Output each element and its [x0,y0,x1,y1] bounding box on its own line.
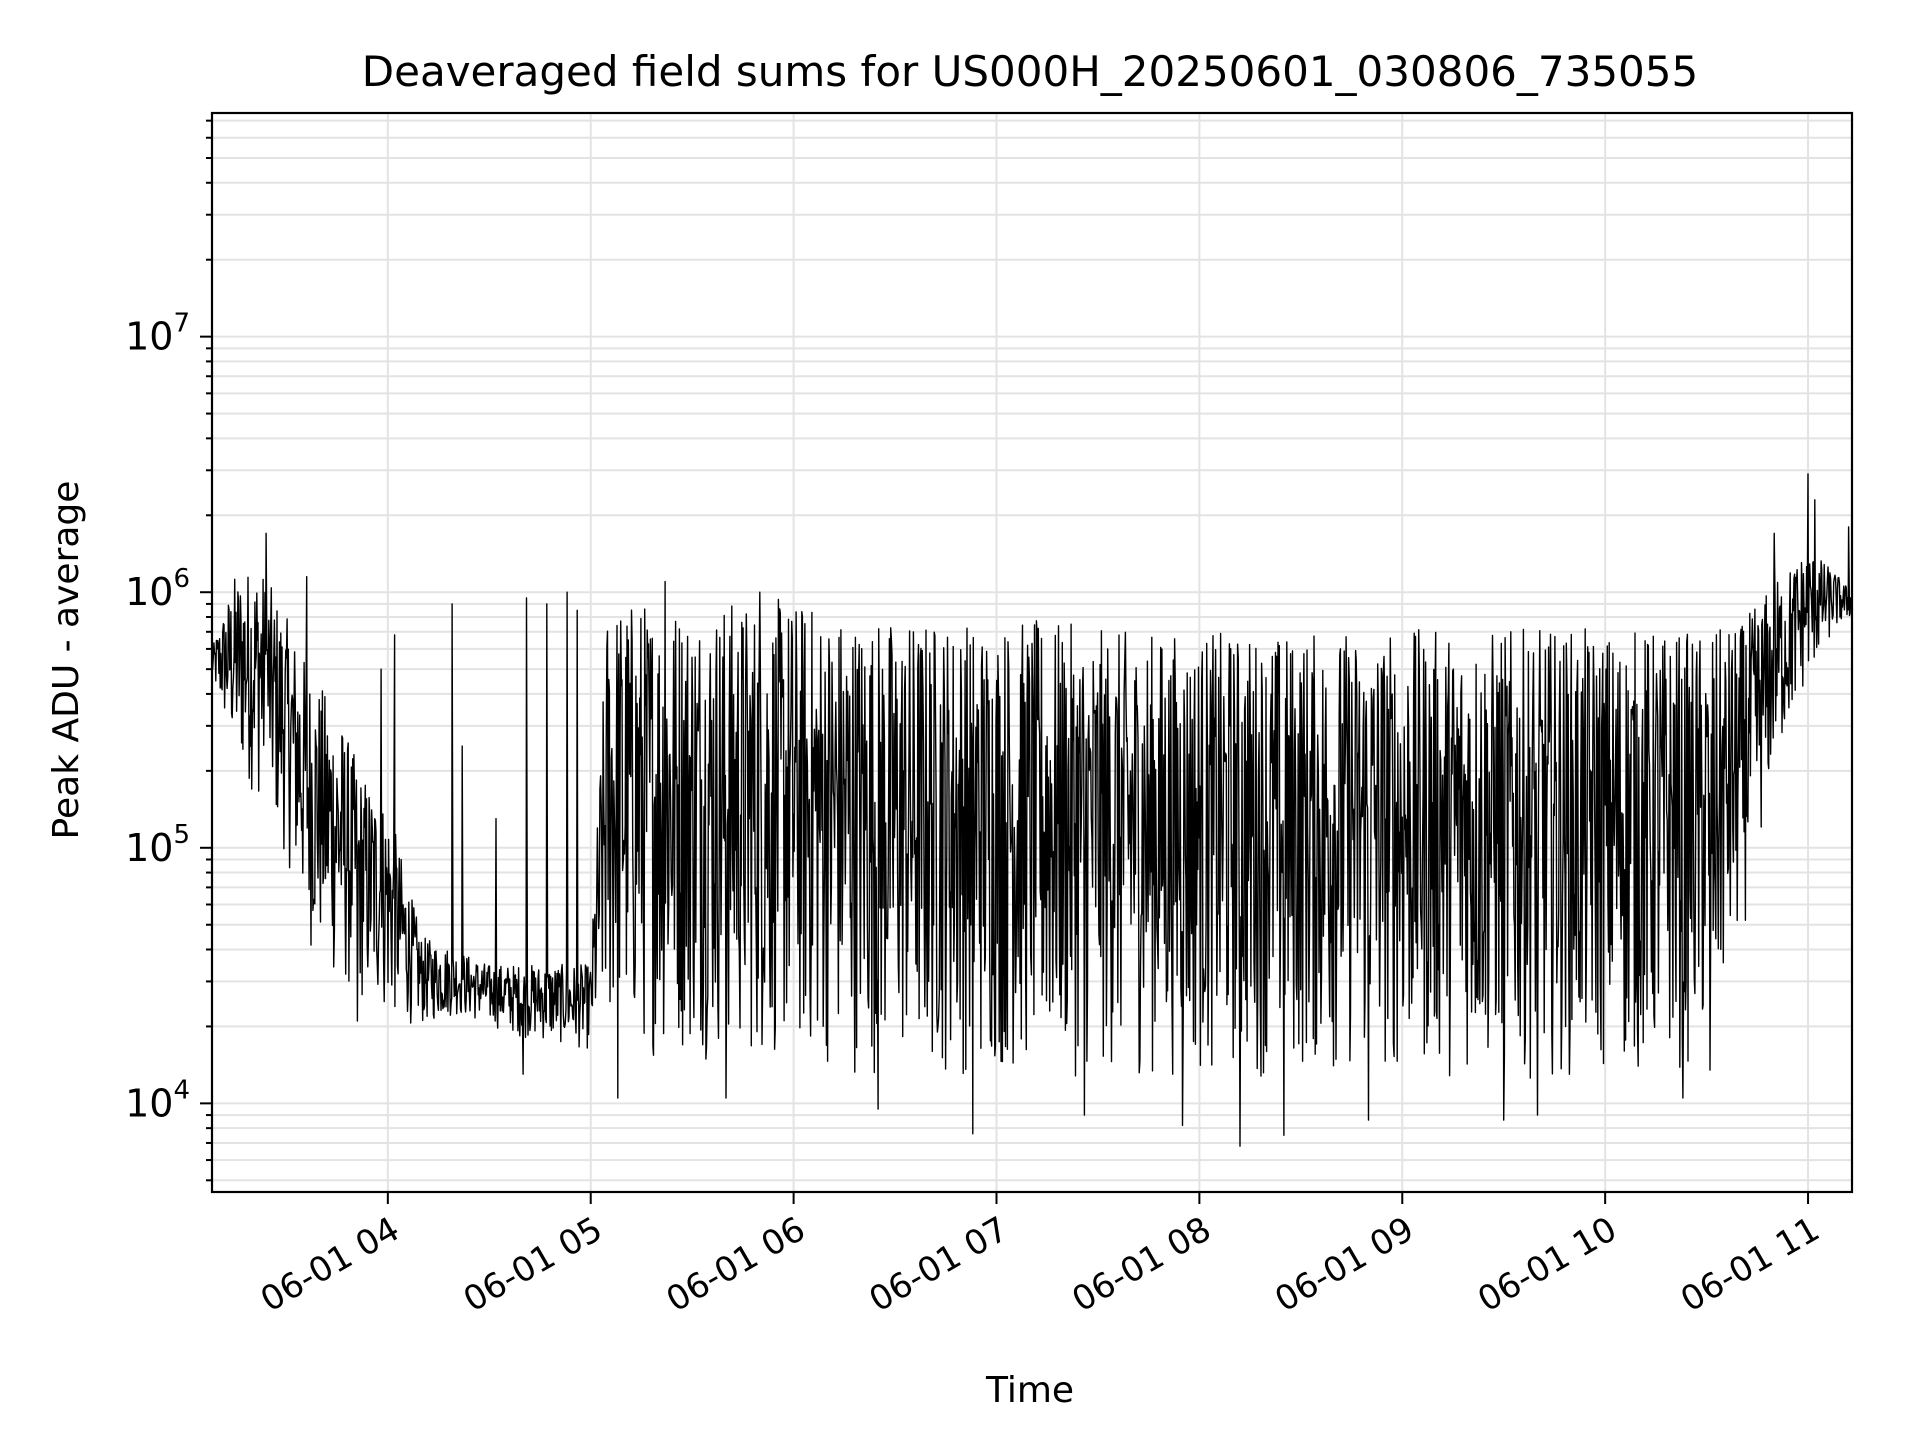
chart-title: Deaveraged field sums for US000H_2025060… [362,47,1698,96]
plot-frame [210,111,1854,1194]
y-tick-label: 104 [125,1075,190,1125]
y-tick-label: 107 [125,309,190,359]
y-axis-label: Peak ADU - average [46,481,87,840]
series-line [212,473,1852,1147]
y-tick-label: 106 [125,564,190,614]
x-axis-label: Time [985,1370,1074,1411]
y-tick-label: 105 [125,820,190,870]
